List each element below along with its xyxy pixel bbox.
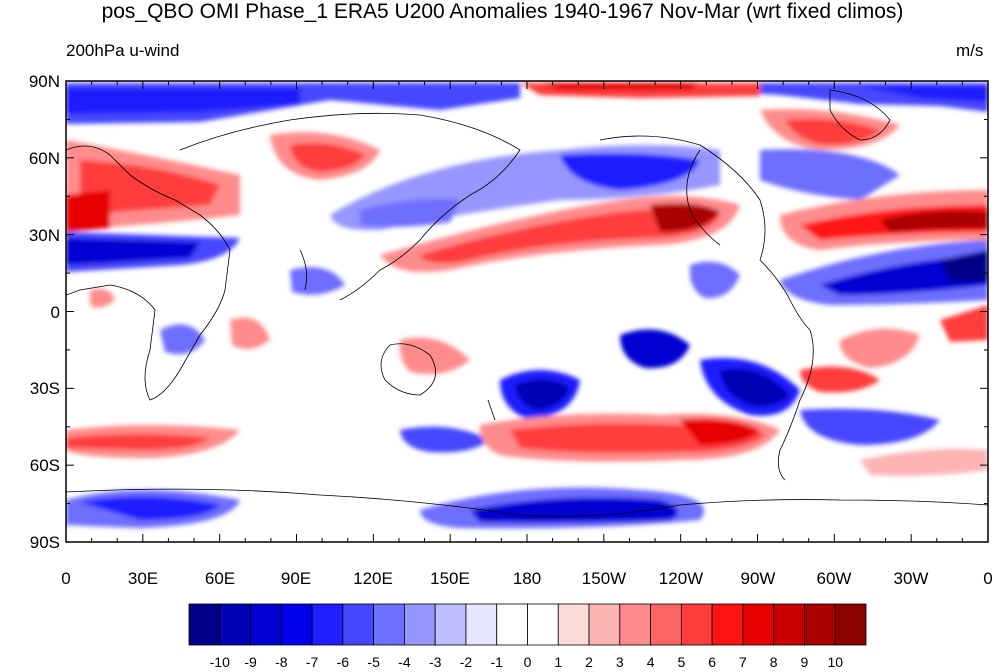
colorbar-box — [557, 603, 590, 646]
lat-tick-label: 60N — [29, 149, 60, 168]
lat-tick-label: 90S — [30, 533, 60, 552]
lon-tick-label: 60W — [817, 569, 852, 588]
colorbar-level-label: 6 — [708, 654, 716, 670]
colorbar-box — [280, 603, 313, 646]
colorbar-level-label: -5 — [367, 654, 380, 670]
lon-tick-label: 0 — [983, 569, 992, 588]
colorbar-box — [650, 603, 682, 646]
colorbar-box — [188, 603, 221, 646]
colorbar-box — [404, 603, 436, 646]
chart-title: pos_QBO OMI Phase_1 ERA5 U200 Anomalies … — [101, 0, 904, 23]
lon-tick-label: 150E — [430, 569, 470, 588]
colorbar-box — [219, 603, 251, 646]
colorbar-box — [434, 603, 467, 646]
lon-tick-label: 30E — [128, 569, 158, 588]
lat-tick-label: 30N — [29, 226, 60, 245]
colorbar-level-label: 9 — [801, 654, 809, 670]
lat-tick-label: 0 — [51, 303, 60, 322]
colorbar-box — [711, 603, 744, 646]
colorbar-level-label: -4 — [398, 654, 411, 670]
lon-tick-label: 90W — [741, 569, 776, 588]
colorbar-box — [527, 603, 559, 646]
colorbar-box — [311, 603, 344, 646]
lat-tick-label: 90N — [29, 72, 60, 91]
colorbar-box — [250, 603, 282, 646]
colorbar-box — [465, 603, 498, 646]
colorbar-level-label: 10 — [827, 654, 843, 670]
colorbar-level-label: -10 — [210, 654, 230, 670]
colorbar-box — [834, 603, 867, 646]
field-label: 200hPa u-wind — [66, 41, 180, 60]
colorbar-level-label: 3 — [616, 654, 624, 670]
colorbar-level-label: 4 — [647, 654, 655, 670]
colorbar-level-label: 1 — [554, 654, 562, 670]
colorbar-level-label: -3 — [429, 654, 442, 670]
lon-tick-label: 90E — [281, 569, 311, 588]
colorbar-level-label: -9 — [244, 654, 257, 670]
units-label: m/s — [956, 41, 984, 60]
colorbar-level-label: -8 — [275, 654, 288, 670]
anomaly-field — [66, 81, 988, 542]
lon-tick-label: 30W — [894, 569, 929, 588]
lat-tick-label: 30S — [30, 379, 60, 398]
colorbar-level-label: 2 — [585, 654, 593, 670]
colorbar-box — [373, 603, 405, 646]
lat-tick-label: 60S — [30, 456, 60, 475]
colorbar — [188, 603, 867, 646]
colorbar-level-label: 5 — [677, 654, 685, 670]
colorbar-level-label: -7 — [306, 654, 319, 670]
colorbar-box — [342, 603, 375, 646]
colorbar-box — [588, 603, 621, 646]
lon-tick-label: 60E — [205, 569, 235, 588]
lon-tick-label: 0 — [61, 569, 70, 588]
colorbar-box — [773, 603, 805, 646]
lon-axis: 0 30E 60E 90E 120E 150E 180 150W 120W 90… — [61, 569, 992, 588]
colorbar-level-label: 8 — [770, 654, 778, 670]
colorbar-labels: -10 -9 -8 -7 -6 -5 -4 -3 -2 -1 0 1 2 3 4 5 6 7 8 9 10 — [210, 654, 844, 670]
colorbar-level-label: -2 — [460, 654, 473, 670]
colorbar-box — [804, 603, 836, 646]
lon-tick-label: 150W — [582, 569, 626, 588]
colorbar-level-label: 7 — [739, 654, 747, 670]
lon-tick-label: 180 — [513, 569, 541, 588]
colorbar-box — [496, 603, 528, 646]
lon-tick-label: 120W — [659, 569, 703, 588]
colorbar-box — [680, 603, 713, 646]
colorbar-box — [742, 603, 775, 646]
coastlines — [66, 89, 988, 517]
colorbar-box — [619, 603, 651, 646]
colorbar-level-label: -1 — [491, 654, 504, 670]
colorbar-level-label: 0 — [524, 654, 532, 670]
lat-axis: 90N 60N 30N 0 30S 60S 90S — [29, 72, 60, 552]
lon-tick-label: 120E — [353, 569, 393, 588]
colorbar-level-label: -6 — [337, 654, 350, 670]
map-frame — [65, 80, 989, 543]
